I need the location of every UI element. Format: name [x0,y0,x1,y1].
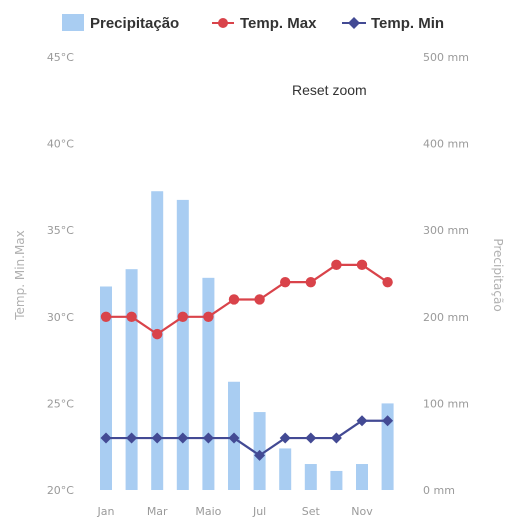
x-tick-label: Maio [195,505,221,518]
reset-zoom-button[interactable]: Reset zoom [292,82,367,98]
precip-bar [381,403,394,490]
legend-tmin-marker [348,17,360,29]
left-tick-label: 30°C [47,311,74,324]
temp-min-point [177,432,189,444]
right-axis-title: Precipitação [491,238,505,311]
temp-min-point [126,432,138,444]
x-tick-label: Jan [97,505,115,518]
right-tick-label: 500 mm [423,51,469,64]
right-tick-label: 300 mm [423,224,469,237]
precip-bar [304,464,317,490]
right-tick-label: 400 mm [423,138,469,151]
right-axis-ticks: 0 mm 100 mm 200 mm 300 mm 400 mm 500 mm [423,51,469,497]
temp-min-point [202,432,214,444]
precip-bar [125,269,138,490]
x-tick-label: Set [302,505,321,518]
legend-precip-swatch [62,14,84,31]
legend-item-temp-min[interactable]: Temp. Min [342,15,444,32]
legend-precip-label: Precipitação [90,15,179,32]
x-axis-ticks: Jan Mar Maio Jul Set Nov [97,505,374,518]
temp-min-point [356,415,368,427]
temp-min-point [100,432,112,444]
temp-max-point [100,311,112,322]
legend-item-temp-max[interactable]: Temp. Max [212,15,317,32]
precip-bar [330,470,343,490]
left-tick-label: 25°C [47,397,74,410]
left-tick-label: 20°C [47,484,74,497]
legend-tmax-marker [218,18,228,28]
right-tick-label: 0 mm [423,484,455,497]
x-tick-label: Jul [252,505,266,518]
right-tick-label: 100 mm [423,397,469,410]
temp-max-line [106,263,389,336]
temp-max-point [152,328,163,340]
precip-bar [356,464,368,490]
temp-max-point [280,276,291,288]
legend-item-precipitacao[interactable]: Precipitação [62,14,179,32]
x-tick-label: Mar [147,505,168,518]
temp-min-line [106,419,388,457]
x-tick-label: Nov [351,505,373,518]
temp-max-point [356,259,368,271]
temp-max-point [305,276,316,288]
temp-max-point [177,311,188,322]
left-axis-title: Temp. Min.Max [13,230,27,321]
temp-max-series [100,259,393,340]
temp-min-point [305,432,317,444]
precip-bar [151,191,164,491]
temp-min-series [100,415,394,461]
temp-max-point [228,294,240,305]
temp-max-point [382,276,393,288]
temp-min-point [330,432,342,444]
left-tick-label: 40°C [47,138,74,151]
legend: Precipitação Temp. Max Temp. Min [62,14,444,32]
temp-max-point [203,311,214,322]
left-axis-ticks: 20°C 25°C 30°C 35°C 40°C 45°C [47,51,74,497]
left-tick-label: 45°C [47,51,74,64]
temp-max-point [331,259,342,271]
temp-min-point [382,415,394,427]
right-tick-label: 200 mm [423,311,469,324]
legend-tmax-label: Temp. Max [240,15,317,32]
temp-min-point [279,432,291,444]
temp-max-point [254,294,265,305]
temp-min-point [151,432,163,444]
precip-bars [100,191,394,491]
precip-bar [202,277,215,490]
temp-min-point [228,432,240,444]
precip-bar [176,199,189,490]
temp-max-point [126,311,137,322]
temp-min-point [254,449,266,461]
left-tick-label: 35°C [47,224,74,237]
precip-bar [279,448,292,490]
legend-tmin-label: Temp. Min [371,15,444,32]
